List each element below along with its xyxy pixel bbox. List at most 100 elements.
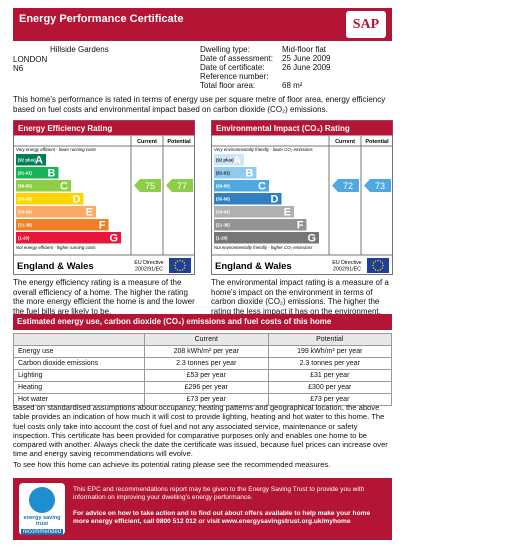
rating-arrow [332,179,359,192]
eu-star [179,259,181,262]
eu-star [381,262,384,264]
detail-label: Date of certificate: [200,63,265,72]
rating-arrow [134,179,161,192]
band-letter: D [73,194,81,206]
band-letter: E [284,207,291,219]
footer-box: energy saving trust recommended This EPC… [13,478,392,540]
table-row: Energy use 208 kWh/m² per year 199 kWh/m² … [13,345,392,358]
band-letter: D [271,194,279,206]
rating-box: Energy Efficiency Rating Current Potential… [13,120,195,280]
band-range: (39-54) [18,210,32,215]
detail-label: Total floor area: [200,81,256,90]
rating-value: 75 [145,181,155,191]
region: England & Wales [17,261,94,272]
eu-star [372,264,374,267]
sap-logo: SAP [346,11,386,38]
top-note: Very energy efficient - lower running co… [16,147,97,152]
band [16,167,59,179]
footer-text: This EPC and recommendations report may … [73,486,365,502]
table-title: Estimated energy use, carbon dioxide (CO… [13,314,392,330]
column-header: Potential [167,139,191,145]
band [214,219,307,231]
band [214,154,244,166]
band-range: (81-91) [216,171,230,176]
rating-title: Energy Efficiency Rating [18,124,112,133]
table-cell: 2.3 tonnes per year [144,357,269,370]
band-letter: A [35,155,43,167]
table-cell: Energy use [13,345,145,358]
table-row: Hot water £73 per year £73 per year [13,393,392,406]
rating-title: Environmental Impact (CO₂) Rating [216,124,350,133]
band-range: (69-80) [18,184,32,189]
eu-star [379,269,382,271]
rating-description: The environmental impact rating is a mea… [211,278,389,316]
address-line: LONDON [13,55,48,64]
detail-label: Reference number: [200,72,269,81]
band [214,232,319,244]
band-range: (81-91) [18,171,32,176]
band-letter: F [99,220,106,232]
header-bar: Energy Performance Certificate SAP [13,8,392,41]
eu-star [176,260,179,262]
detail-value: Mid-floor flat [282,45,327,54]
band [16,180,71,192]
header-cell [13,333,145,346]
cost-table: Current Potential Energy use 208 kWh/m² per… [13,333,392,406]
table-cell: 199 kWh/m² per year [267,345,392,358]
eu-star [179,269,181,272]
band [16,232,121,244]
top-note: Very environmentally friendly - lower CO… [214,147,314,152]
band-letter: C [60,181,68,193]
column-header: Current [137,139,157,145]
band [16,154,46,166]
eu-star [374,269,377,271]
eu-star [181,269,184,271]
detail-label: Dwelling type: [200,45,250,54]
band-letter: A [233,155,241,167]
band-letter: B [48,168,56,180]
logo-text: energy saving trust [23,515,61,527]
column-header: Current [335,139,355,145]
band-range: (39-54) [216,210,230,215]
eu-star [377,259,379,262]
rating-arrow [166,179,193,192]
logo-icon [29,487,55,513]
eu-flag [169,258,191,273]
band-range: (92 plus) [216,158,234,163]
table-cell: 208 kWh/m² per year [144,345,269,358]
header-title: Energy Performance Certificate [19,13,184,25]
eu-star [184,264,186,267]
eu-star [183,267,186,269]
eu-star [176,269,179,271]
band-range: (21-38) [216,223,230,228]
directive-line: 2002/91/EC [135,267,163,273]
band [16,206,96,218]
rating-chart: Environmental Impact (CO₂) Rating Current… [211,120,393,275]
table-cell: £53 per year [144,369,269,382]
table-row: Carbon dioxide emissions 2.3 tonnes per y… [13,357,392,370]
column-header: Potential [365,139,389,145]
detail-value: 25 June 2009 [282,54,331,63]
detail-value: 26 June 2009 [282,63,331,72]
band-letter: F [297,220,304,232]
region: England & Wales [215,261,292,272]
eu-star [174,262,177,264]
title-bar [13,120,195,136]
band-range: (1-20) [216,236,228,241]
intro: This home's performance is rated in term… [13,95,386,114]
eu-star [372,262,375,264]
rating-arrow [364,179,391,192]
logo-text: recommended [21,529,63,535]
band [214,167,257,179]
eu-star [183,262,186,264]
table-row: Heating £296 per year £300 per year [13,381,392,394]
title-bar [211,120,393,136]
eu-star [174,267,177,269]
band [214,206,294,218]
table-cell: £31 per year [267,369,392,382]
rating-value: 77 [177,181,187,191]
eu-star [379,260,382,262]
directive-line: EU Directive [332,260,361,266]
bottom-note: Not environmentally friendly - higher CO… [214,245,313,250]
